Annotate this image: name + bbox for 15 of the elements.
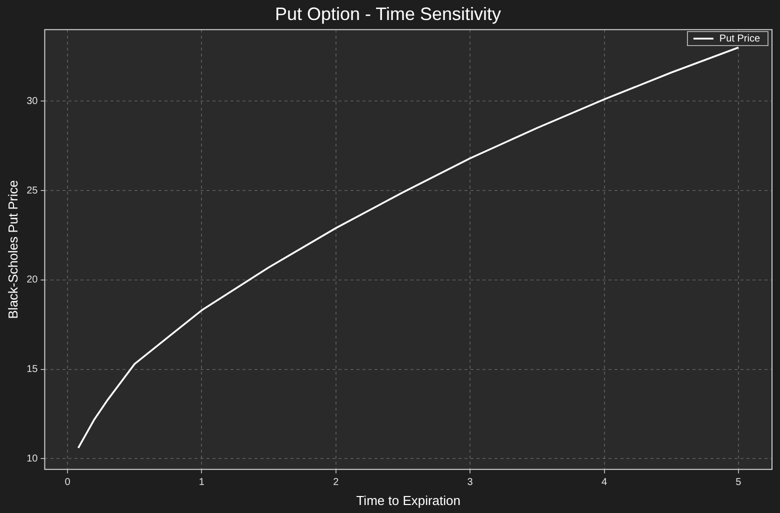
x-tick-label: 5	[736, 477, 742, 488]
y-tick-label: 30	[26, 96, 38, 107]
x-tick-label: 0	[64, 477, 71, 488]
y-tick-label: 25	[26, 185, 38, 196]
y-tick-label: 10	[26, 453, 38, 464]
x-axis-title: Time to Expiration	[356, 492, 460, 508]
x-tick-label: 4	[601, 477, 608, 488]
chart-title: Put Option - Time Sensitivity	[274, 4, 502, 24]
x-tick-label: 1	[198, 477, 205, 488]
y-tick-label: 15	[26, 364, 38, 376]
y-axis-title: Black-Scholes Put Price	[5, 180, 20, 319]
legend-label: Put Price	[719, 33, 760, 44]
x-tick-label: 2	[333, 477, 340, 488]
x-tick-label: 3	[467, 477, 474, 488]
y-tick-label: 20	[26, 274, 38, 286]
